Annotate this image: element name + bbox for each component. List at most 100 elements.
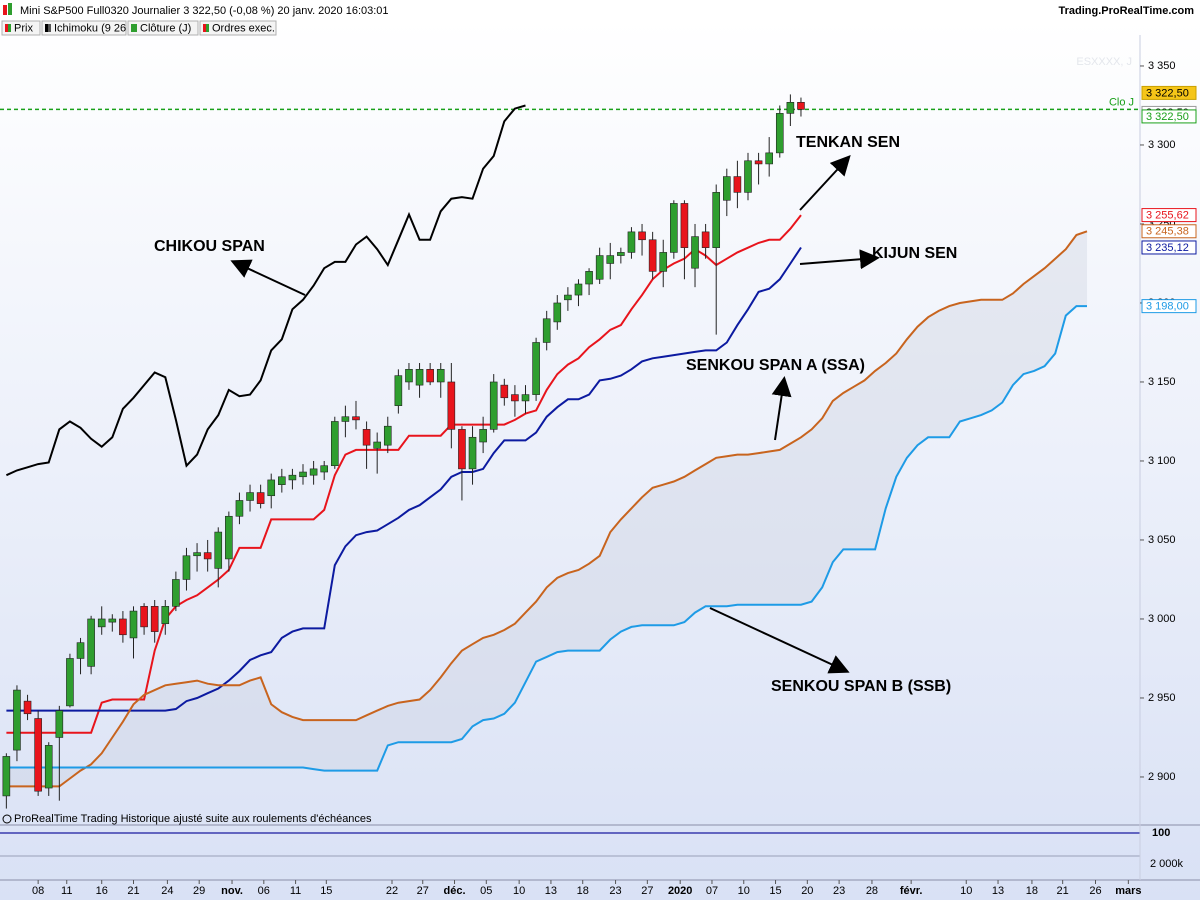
x-tick-label: 28 [866, 885, 878, 897]
candle-body [500, 384, 509, 399]
candle-body [76, 642, 85, 659]
candle-body [394, 375, 403, 406]
x-tick-label: 16 [96, 885, 108, 897]
value-badge [1141, 85, 1197, 100]
candle-body [373, 441, 381, 449]
x-tick-label: 11 [290, 885, 301, 897]
legend-icon [45, 24, 48, 32]
x-tick-label: 24 [161, 885, 173, 897]
x-tick-label: févr. [900, 885, 923, 897]
candle-body [670, 203, 678, 253]
candle-body [44, 745, 53, 789]
candle-body [320, 465, 329, 473]
volume-label: 100 [1152, 827, 1170, 839]
legend-icon [48, 24, 51, 32]
x-tick-label: 08 [32, 885, 44, 897]
candle-body [352, 416, 360, 421]
arrow [799, 249, 880, 270]
x-tick-label: 22 [386, 885, 398, 897]
value-badge [1141, 240, 1197, 255]
y-tick-label: 3 000 [1148, 613, 1176, 625]
candle-body [23, 700, 32, 715]
candle-body [479, 429, 487, 443]
candle-body [765, 152, 773, 165]
x-tick-label: 21 [1057, 885, 1069, 897]
plot-area [0, 94, 1140, 809]
y-tick-label: 2 900 [1148, 771, 1176, 783]
ichimoku-line [6, 230, 1088, 788]
candle-body [489, 381, 498, 430]
candle-body [691, 236, 699, 269]
value-badge [1141, 109, 1197, 124]
candle-body [659, 252, 668, 272]
candle-body [723, 176, 731, 201]
header-icon [8, 3, 12, 15]
candle-body [744, 160, 752, 193]
x-tick-label: 27 [417, 885, 429, 897]
cloud-fill [6, 231, 1088, 787]
candle-body [405, 369, 413, 383]
value-badge-label: 3 245,38 [1146, 226, 1189, 238]
annotation-arrows [230, 155, 880, 674]
last-price-tag: Clo J [1109, 96, 1134, 108]
x-tick-label: 10 [738, 885, 750, 897]
legend-box [1, 20, 41, 36]
candle-body [775, 113, 784, 154]
candle-body [426, 369, 434, 383]
legend-label: Clôture (J) [140, 22, 191, 34]
candle-body [648, 239, 657, 272]
x-tick-label: 18 [1026, 885, 1038, 897]
legend-icon [8, 24, 11, 32]
site-name: Trading.ProRealTime.com [1058, 5, 1194, 17]
x-tick-label: 15 [320, 885, 332, 897]
candle-body [532, 342, 540, 395]
ichimoku-line [6, 246, 802, 712]
legend-icon [203, 24, 206, 32]
header-icon [3, 5, 7, 15]
arrow [771, 376, 792, 441]
candle-body [256, 492, 265, 504]
candle-body [225, 515, 233, 560]
legend-label: Ichimoku (9 26 52) [54, 22, 145, 34]
candle-body [55, 710, 64, 738]
candle-body [246, 492, 254, 501]
x-tick-label: 29 [193, 885, 205, 897]
candle-body [97, 618, 106, 628]
x-tick-label: nov. [221, 885, 243, 897]
y-tick-label: 3 150 [1148, 376, 1176, 388]
y-tick-label: 3 100 [1148, 455, 1176, 467]
candle-body [34, 718, 42, 792]
candle-body [617, 252, 625, 256]
legend-box [41, 20, 127, 36]
candle-body [13, 689, 21, 751]
x-tick-label: 13 [992, 885, 1004, 897]
candle-body [288, 474, 297, 481]
header-bar [0, 0, 1200, 20]
candle-body [447, 381, 456, 430]
candle-body [638, 231, 646, 241]
x-tick-label: 27 [641, 885, 653, 897]
value-badge [1141, 224, 1197, 239]
annotation: SENKOU SPAN B (SSB) [771, 678, 951, 695]
candle-body [182, 555, 191, 580]
candle-body [267, 479, 276, 497]
value-badge-label: 3 322,50 [1146, 87, 1189, 99]
candle-body [235, 500, 244, 517]
candle-body [161, 606, 170, 625]
legend-icon [206, 24, 209, 32]
value-badge-label: 3 198,00 [1146, 301, 1189, 313]
candle-body [754, 160, 763, 165]
arrow [709, 607, 850, 674]
x-tick-label: 06 [258, 885, 270, 897]
x-tick-label: 11 [61, 885, 72, 897]
x-tick-label: 07 [706, 885, 718, 897]
candle-body [66, 658, 74, 707]
candle-body [786, 102, 795, 114]
candle-body [564, 294, 572, 301]
x-tick-label: 26 [1089, 885, 1101, 897]
candle-body [511, 394, 519, 402]
x-tick-label: 10 [513, 885, 525, 897]
candle-body [585, 271, 593, 285]
value-badge [1141, 208, 1197, 223]
header-title: Mini S&P500 Full0320 Journalier 3 322,50… [20, 5, 389, 17]
